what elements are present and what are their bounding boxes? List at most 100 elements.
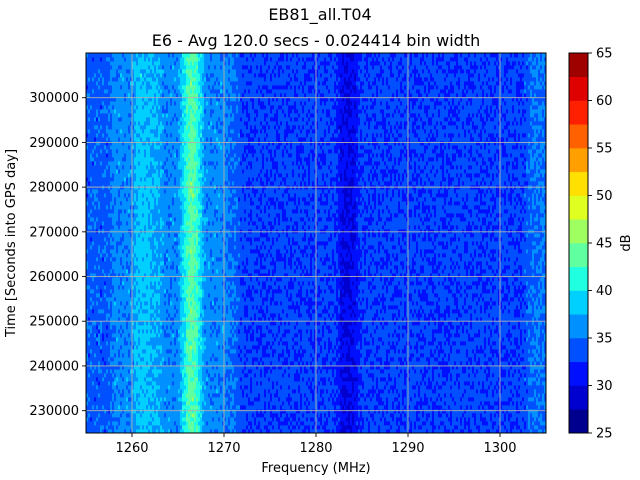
heatmap-cell	[294, 381, 297, 390]
heatmap-cell	[114, 113, 117, 198]
heatmap-cell	[156, 425, 159, 430]
heatmap-cell	[88, 377, 91, 398]
heatmap-cell	[194, 205, 197, 210]
heatmap-cell	[224, 349, 227, 354]
heatmap-cell	[328, 61, 331, 66]
heatmap-cell	[140, 137, 143, 142]
heatmap-cell	[198, 157, 201, 170]
heatmap-cell	[116, 389, 119, 418]
heatmap-cell	[282, 109, 285, 114]
heatmap-cell	[200, 57, 203, 94]
heatmap-cell	[182, 317, 185, 322]
heatmap-cell	[296, 325, 299, 334]
heatmap-cell	[176, 245, 179, 254]
heatmap-cell	[258, 105, 261, 138]
heatmap-cell	[320, 169, 323, 186]
heatmap-cell	[302, 421, 305, 426]
heatmap-cell	[132, 205, 135, 210]
heatmap-cell	[102, 341, 105, 358]
heatmap-cell	[122, 53, 125, 58]
heatmap-cell	[158, 265, 161, 282]
heatmap-cell	[166, 261, 169, 266]
heatmap-cell	[92, 81, 95, 90]
heatmap-cell	[170, 133, 173, 138]
heatmap-cell	[274, 125, 277, 130]
heatmap-cell	[258, 85, 261, 90]
heatmap-cell	[150, 97, 153, 102]
heatmap-cell	[328, 237, 331, 242]
heatmap-cell	[156, 377, 159, 386]
heatmap-cell	[306, 137, 309, 158]
heatmap-cell	[322, 429, 325, 434]
heatmap-cell	[188, 229, 191, 234]
heatmap-cell	[156, 189, 159, 206]
heatmap-cell	[112, 277, 115, 286]
heatmap-cell	[120, 209, 123, 214]
heatmap-cell	[280, 93, 283, 98]
heatmap-cell	[204, 341, 207, 346]
heatmap-cell	[198, 85, 201, 94]
heatmap-cell	[104, 413, 107, 430]
heatmap-cell	[212, 417, 215, 422]
heatmap-cell	[166, 405, 169, 410]
heatmap-cell	[266, 341, 269, 350]
heatmap-cell	[150, 345, 153, 354]
heatmap-cell	[264, 401, 267, 414]
heatmap-cell	[226, 105, 229, 114]
heatmap-cell	[134, 233, 137, 246]
heatmap-cell	[132, 309, 135, 314]
heatmap-cell	[312, 129, 315, 134]
heatmap-cell	[276, 233, 279, 238]
heatmap-cell	[310, 293, 313, 298]
heatmap-cell	[194, 269, 197, 274]
heatmap-cell	[226, 277, 229, 282]
heatmap-cell	[98, 209, 101, 230]
heatmap-cell	[212, 53, 215, 74]
heatmap-cell	[90, 309, 93, 326]
heatmap-cell	[256, 89, 259, 94]
heatmap-cell	[230, 133, 233, 138]
heatmap-cell	[214, 289, 217, 298]
heatmap-cell	[176, 93, 179, 98]
heatmap-cell	[202, 365, 205, 382]
heatmap-cell	[136, 201, 139, 206]
heatmap-cell	[144, 377, 147, 382]
heatmap-cell	[192, 381, 195, 398]
heatmap-cell	[90, 153, 93, 162]
heatmap-cell	[328, 265, 331, 270]
heatmap-cell	[186, 113, 189, 126]
heatmap-cell	[210, 361, 213, 378]
heatmap-cell	[196, 269, 199, 286]
heatmap-cell	[132, 257, 135, 286]
heatmap-cell	[328, 309, 331, 314]
heatmap-cell	[296, 93, 299, 98]
heatmap-cell	[164, 77, 167, 86]
heatmap-cell	[128, 213, 131, 218]
heatmap-cell	[252, 321, 255, 326]
heatmap-cell	[112, 337, 115, 342]
heatmap-cell	[192, 289, 195, 294]
heatmap-cell	[188, 313, 191, 322]
heatmap-cell	[142, 261, 145, 278]
heatmap-cell	[96, 81, 99, 86]
heatmap-cell	[106, 329, 109, 334]
heatmap-cell	[120, 73, 123, 78]
heatmap-cell	[194, 213, 197, 222]
heatmap-cell	[324, 201, 327, 206]
heatmap-cell	[108, 189, 111, 214]
heatmap-cell	[220, 89, 223, 94]
heatmap-cell	[102, 377, 105, 382]
heatmap-cell	[234, 53, 237, 70]
heatmap-cell	[142, 217, 145, 238]
heatmap-cell	[294, 325, 297, 330]
heatmap-cell	[296, 241, 299, 246]
heatmap-cell	[316, 385, 319, 394]
heatmap-cell	[200, 389, 203, 414]
heatmap-cell	[252, 357, 255, 366]
heatmap-cell	[306, 373, 309, 382]
heatmap-cell	[192, 121, 195, 126]
heatmap-cell	[172, 89, 175, 118]
heatmap-cell	[286, 397, 289, 402]
heatmap-cell	[252, 129, 255, 134]
heatmap-cell	[254, 265, 257, 270]
